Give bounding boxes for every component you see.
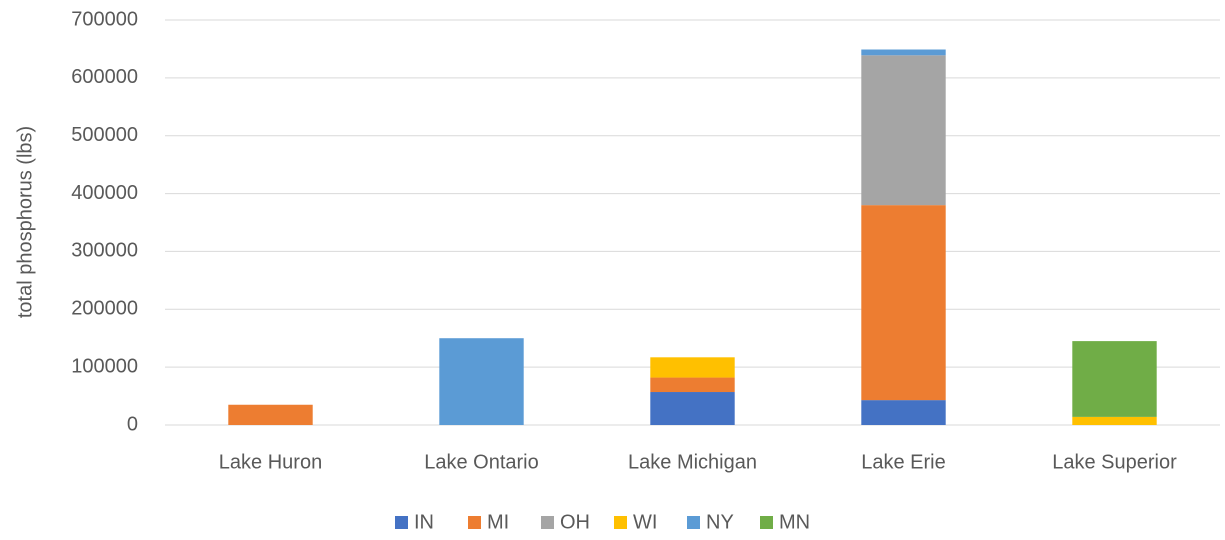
legend-label: MI <box>487 511 509 533</box>
legend-swatch <box>760 516 773 529</box>
legend-swatch <box>541 516 554 529</box>
bar-segment <box>439 338 524 425</box>
x-tick-label: Lake Erie <box>861 451 946 473</box>
legend-swatch <box>687 516 700 529</box>
x-tick-label: Lake Superior <box>1052 451 1177 473</box>
legend-swatch <box>395 516 408 529</box>
legend-swatch <box>614 516 627 529</box>
bar-segment <box>1072 341 1157 417</box>
y-tick-label: 300000 <box>71 240 138 262</box>
legend-label: MN <box>779 511 810 533</box>
bar-segment <box>861 55 946 206</box>
legend-label: IN <box>414 511 434 533</box>
legend-label: OH <box>560 511 590 533</box>
y-tick-label: 0 <box>127 413 138 435</box>
y-tick-label: 500000 <box>71 124 138 146</box>
legend-label: NY <box>706 511 734 533</box>
legend-swatch <box>468 516 481 529</box>
x-tick-label: Lake Huron <box>219 451 322 473</box>
x-tick-label: Lake Ontario <box>424 451 539 473</box>
bar-segment <box>861 400 946 425</box>
y-tick-label: 600000 <box>71 66 138 88</box>
legend-label: WI <box>633 511 657 533</box>
x-tick-label: Lake Michigan <box>628 451 757 473</box>
bar-segment <box>650 392 735 425</box>
y-axis-label: total phosphorus (lbs) <box>14 126 36 318</box>
bar-segment <box>228 404 313 425</box>
bar-segment <box>1072 416 1157 425</box>
y-tick-label: 700000 <box>71 8 138 30</box>
y-tick-label: 100000 <box>71 355 138 377</box>
bar-segment <box>650 377 735 393</box>
bar-segment <box>650 357 735 378</box>
bar-segment <box>861 49 946 56</box>
y-tick-label: 400000 <box>71 182 138 204</box>
bar-segment <box>861 205 946 401</box>
y-tick-label: 200000 <box>71 298 138 320</box>
